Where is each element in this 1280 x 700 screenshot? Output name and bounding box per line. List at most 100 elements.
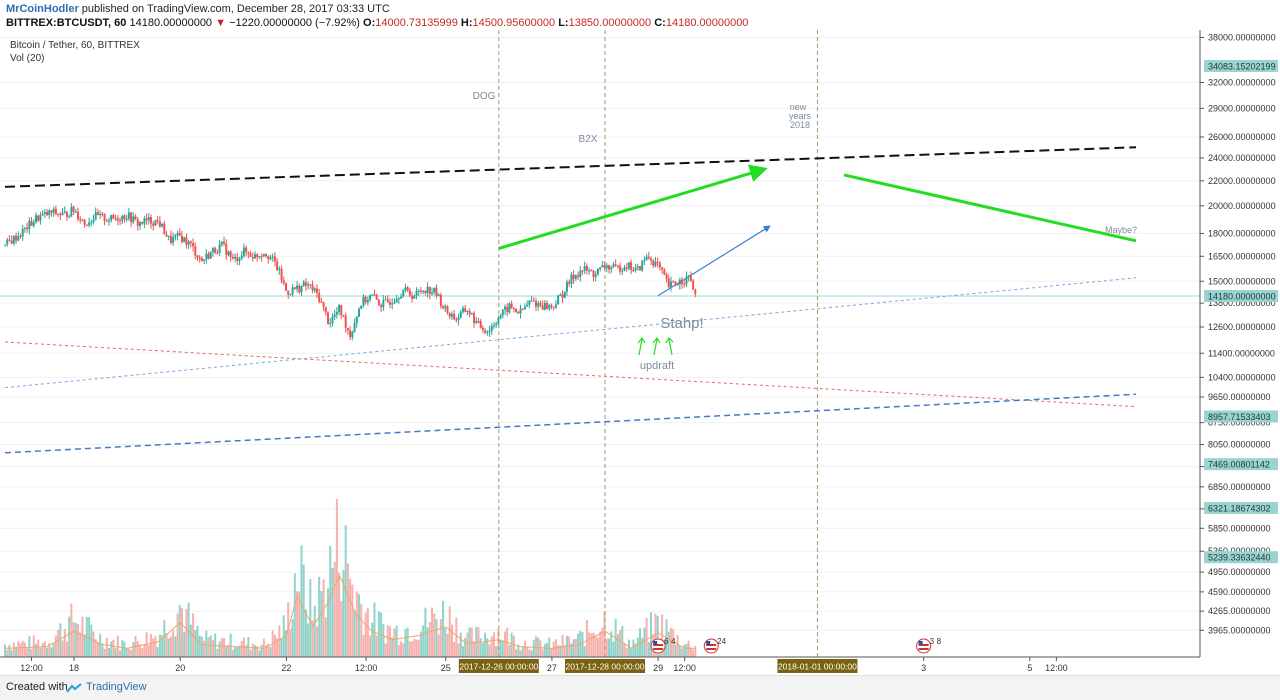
volume-bar (32, 635, 35, 657)
volume-bar (422, 625, 425, 657)
candle-body (278, 268, 281, 270)
candle-body (393, 302, 396, 304)
candle-body (282, 280, 285, 283)
candle-body (530, 300, 533, 302)
volume-bar (437, 634, 440, 657)
volume-bar (282, 615, 285, 657)
candle-body (448, 312, 451, 317)
candle-body (674, 281, 677, 285)
candle-body (335, 311, 338, 315)
flag-stripe (706, 648, 717, 650)
candle-body (8, 239, 11, 241)
volume-bar (656, 615, 659, 657)
candle-body (223, 241, 226, 244)
volume-bar (211, 640, 214, 657)
volume-bar (411, 641, 414, 657)
candle-body (504, 306, 507, 310)
volume-bar (110, 641, 113, 657)
candle-body (194, 246, 197, 256)
candle-body (537, 303, 540, 307)
flag-stripe (653, 644, 664, 646)
candle-body (667, 278, 670, 288)
candle-body (685, 276, 688, 285)
candle-body (658, 263, 661, 268)
candle-body (433, 287, 436, 293)
volume-bar (189, 624, 192, 657)
time-axis[interactable]: 12:00 18 20 22 12:00 25 27 29 12:00 3 5 12:00 2017-1… (0, 656, 1280, 675)
candle-body (672, 281, 675, 283)
candle-body (196, 255, 199, 258)
volume-bar (439, 619, 442, 657)
volume-bar (256, 646, 259, 657)
candle-body (585, 265, 588, 271)
volume-bar (315, 626, 318, 657)
volume-bar (46, 647, 49, 657)
volume-bar (39, 647, 42, 657)
volume-bar (645, 617, 648, 657)
published-text: published on TradingView.com, December 2… (78, 3, 390, 15)
volume-bar (685, 643, 688, 657)
candle-body (663, 269, 666, 275)
volume-bar (382, 623, 385, 657)
volume-bar (163, 620, 166, 657)
date-tag (565, 659, 646, 673)
price-tick-label: 15000.00000000 (1208, 276, 1276, 286)
volume-bar (570, 643, 573, 657)
volume-bar (386, 625, 389, 657)
price-chart[interactable]: DOG B2X new years 2018 Maybe? Stahp! upd… (0, 30, 1280, 675)
candle-body (647, 256, 650, 259)
low-value: 13850.00000000 (568, 17, 652, 29)
plot-background (0, 30, 1200, 675)
volume-bar (581, 632, 584, 657)
volume-bar (265, 645, 268, 657)
candle-body (21, 228, 24, 237)
candles[interactable] (4, 203, 697, 341)
candle-body (207, 253, 210, 259)
candle-body (641, 260, 644, 271)
volume-bar (548, 637, 551, 657)
trendlines (4, 146, 1137, 454)
candle-body (681, 279, 684, 285)
candle-body (669, 281, 672, 288)
volume-bar (298, 591, 301, 657)
volume-bar (654, 613, 657, 657)
volume-bar (402, 643, 405, 657)
volume-bar (636, 637, 639, 657)
candle-body (311, 284, 314, 291)
candle-body (364, 296, 367, 303)
candle-body (541, 305, 544, 310)
volume-bar (231, 649, 234, 657)
tradingview-link[interactable]: TradingView (86, 681, 147, 693)
volume-bar (388, 626, 391, 657)
volume-bar (681, 648, 684, 657)
volume-bar (428, 622, 431, 657)
high-label: H: (460, 17, 473, 29)
volume-bar (530, 650, 533, 657)
volume-bar (634, 643, 637, 657)
volume-bar (72, 622, 75, 657)
volume-bar (234, 647, 237, 657)
volume-bar (10, 650, 13, 657)
volume-bar (612, 641, 615, 657)
volume-bar (433, 613, 436, 657)
candle-body (568, 282, 571, 284)
candle-body (205, 253, 208, 260)
candle-body (377, 299, 380, 306)
volume-bar (446, 633, 449, 657)
author-link[interactable]: MrCoinHodler (6, 3, 79, 15)
candle-body (150, 217, 153, 224)
price-axis[interactable]: 38000.00000000 32000.00000000 29000.000000… (1199, 30, 1280, 675)
candle-body (404, 287, 407, 291)
volume-ma-line (4, 574, 696, 649)
volume-bar (605, 638, 608, 657)
candle-body (6, 239, 9, 245)
candle-body (546, 302, 549, 309)
candle-body (565, 282, 568, 292)
volume-bar (546, 642, 549, 657)
new-years-annotation-line1: new (790, 102, 807, 112)
candle-body (570, 274, 573, 284)
candle-body (273, 256, 276, 262)
candle-body (588, 270, 591, 272)
economic-events[interactable]: 6 4 24 3 8 (650, 637, 942, 654)
price-tick-label: 26000.00000000 (1208, 132, 1276, 142)
